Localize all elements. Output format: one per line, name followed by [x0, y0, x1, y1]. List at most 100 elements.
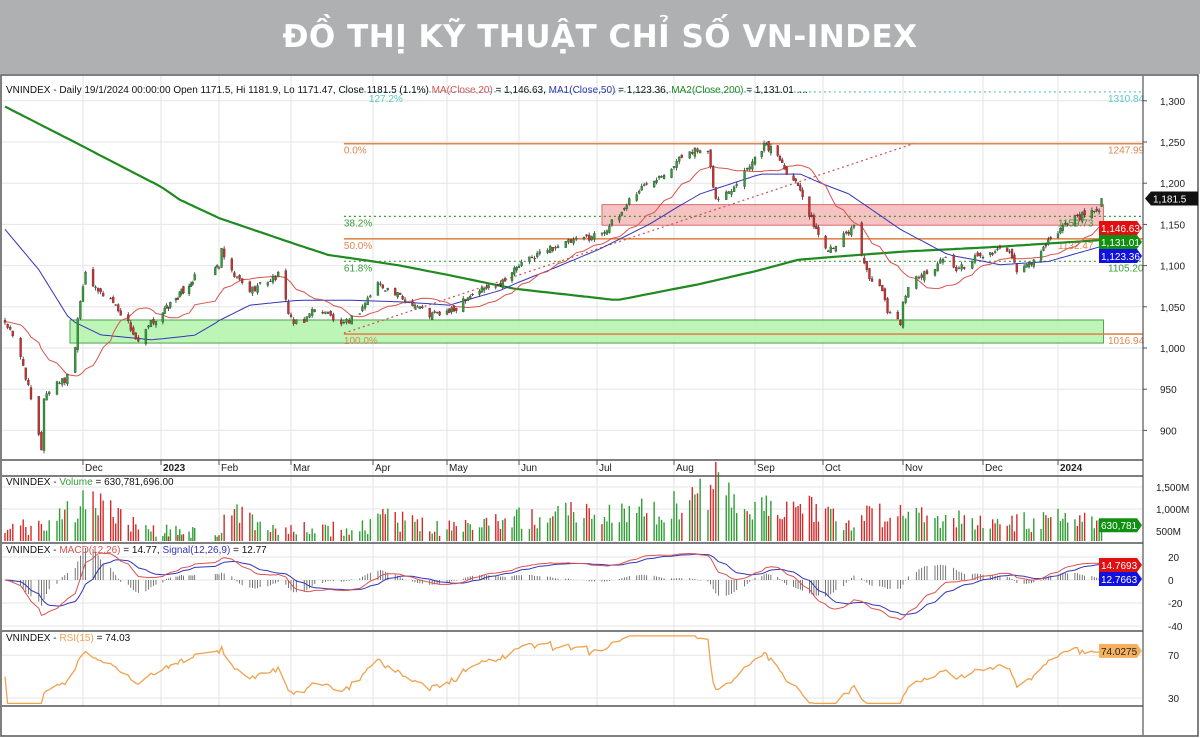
candle-down	[3, 319, 7, 323]
volume-bar	[518, 507, 520, 541]
volume-bar	[99, 493, 102, 541]
candle-up	[161, 312, 165, 323]
candle-up	[45, 393, 48, 401]
rsi-tag-box	[1099, 643, 1142, 658]
candle-down	[746, 168, 749, 170]
volume-bar	[25, 526, 27, 541]
candle-up	[462, 298, 465, 312]
candle-down	[238, 274, 241, 280]
volume-bar	[623, 508, 626, 541]
volume-bar	[127, 524, 129, 541]
volume-bar	[824, 508, 827, 541]
volume-bar	[974, 529, 976, 541]
volume-bar	[214, 535, 216, 541]
volume-bar	[982, 528, 984, 541]
candle-down	[712, 166, 715, 188]
candle-up	[326, 311, 330, 314]
volume-bar	[404, 520, 406, 541]
candle-down	[827, 250, 830, 252]
volume-bar	[655, 524, 658, 541]
candle-down	[284, 270, 288, 300]
candle-up	[361, 306, 364, 312]
candle-up	[727, 191, 731, 194]
x-axis-label: Apr	[375, 463, 391, 474]
candle-up	[469, 296, 472, 299]
candle-up	[358, 313, 361, 315]
candle-up	[501, 279, 504, 288]
volume-bar	[180, 534, 183, 541]
volume-bar	[471, 529, 474, 541]
candle-up	[904, 295, 907, 303]
candle-up	[655, 180, 658, 183]
volume-bar	[763, 510, 765, 541]
volume-bar	[322, 524, 324, 541]
volume-bar	[879, 503, 881, 541]
macd-line	[4, 552, 1102, 621]
candle-down	[696, 148, 699, 152]
volume-bar	[1079, 515, 1081, 541]
volume-bar	[438, 535, 441, 541]
candle-up	[638, 191, 641, 194]
volume-bar	[730, 507, 733, 541]
volume-bar	[770, 500, 772, 541]
candle-down	[801, 189, 804, 198]
candle-up	[834, 245, 838, 252]
candle-up	[971, 260, 974, 269]
candle-up	[652, 181, 656, 188]
volume-bar	[82, 490, 84, 541]
candle-up	[582, 237, 586, 239]
volume-bar	[636, 512, 638, 541]
volume-bar	[868, 506, 871, 541]
candle-up	[769, 146, 773, 154]
macd-panel	[4, 547, 1102, 621]
candle-down	[878, 279, 881, 287]
candle-down	[248, 281, 252, 292]
candle-up	[324, 311, 327, 314]
candle-down	[783, 165, 786, 170]
candle-down	[29, 387, 33, 400]
x-axis-label: Dec	[985, 463, 1003, 474]
candle-down	[117, 304, 120, 312]
candle-up	[706, 150, 710, 153]
volume-bar	[416, 519, 419, 541]
volume-bar	[1059, 521, 1062, 541]
candle-down	[870, 278, 874, 282]
candle-up	[603, 232, 606, 234]
candle-down	[714, 187, 717, 199]
x-axis-label: Aug	[676, 463, 694, 474]
price-axis-label: 1,000	[1160, 344, 1185, 355]
volume-bar	[396, 522, 399, 541]
candle-down	[1013, 254, 1016, 263]
volume-bar	[733, 494, 735, 541]
candle-down	[896, 311, 899, 320]
candle-up	[538, 251, 541, 254]
volume-bar	[842, 530, 845, 541]
candle-down	[398, 292, 402, 295]
candle-up	[81, 286, 85, 302]
volume-bar	[290, 525, 292, 541]
candle-down	[269, 280, 272, 282]
volume-bar	[881, 527, 884, 541]
candle-down	[588, 234, 591, 241]
volume-bar	[801, 513, 804, 541]
volume-bar	[1047, 517, 1050, 541]
candle-down	[63, 377, 66, 383]
volume-bar	[902, 515, 904, 541]
candle-up	[635, 194, 638, 201]
volume-bar	[638, 506, 640, 541]
candle-down	[1049, 237, 1052, 239]
volume-bar	[792, 501, 795, 541]
candle-up	[933, 269, 937, 276]
macd-axis-label: -20	[1168, 599, 1183, 610]
volume-bar	[269, 532, 272, 541]
x-axis-label: Jun	[521, 463, 537, 474]
volume-bar	[533, 524, 536, 541]
volume-bar	[920, 507, 923, 541]
volume-bar	[575, 522, 577, 541]
volume-bar	[97, 515, 99, 541]
candle-up	[363, 303, 367, 309]
candle-down	[485, 286, 488, 289]
volume-bar	[329, 536, 332, 541]
volume-bar	[9, 528, 11, 541]
candle-up	[915, 276, 918, 289]
